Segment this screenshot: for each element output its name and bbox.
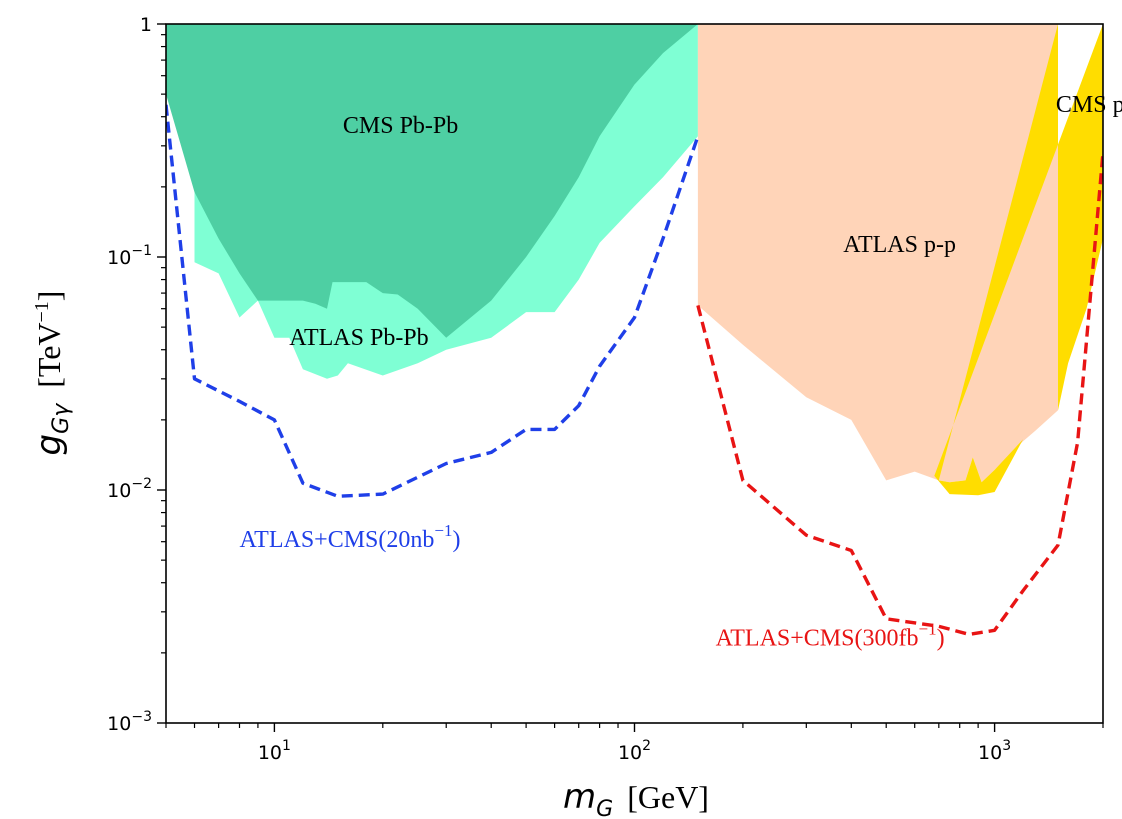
region-atlas-p-p: [697, 24, 1058, 483]
excluded-regions: [166, 24, 1103, 496]
x-tick-label: 102: [618, 738, 651, 764]
label-atlas-cms-300fb: ATLAS+CMS(300fb−1): [716, 620, 945, 652]
label-cms-pb-pb: CMS Pb-Pb: [343, 113, 458, 139]
x-axis-title: mG [GeV]: [563, 777, 709, 819]
y-axis-title: gGγ[TeV−1]: [29, 291, 74, 456]
region-cms-p-p: [934, 24, 1103, 496]
curve-atlas-cms-300fb: [696, 152, 1103, 637]
axis-titles: mG [GeV] gGγ[TeV−1]: [29, 291, 709, 819]
label-atlas-cms-20nb: ATLAS+CMS(20nb−1): [240, 521, 461, 553]
label-atlas-p-p: ATLAS p-p: [843, 232, 956, 258]
label-cms-p-p: CMS p-p: [1056, 92, 1122, 118]
x-tick-label: 103: [978, 738, 1011, 764]
y-tick-label: 1: [140, 14, 152, 36]
y-tick-label: 10−1: [107, 243, 152, 269]
region-cms-pb-pb: [166, 24, 698, 338]
curve-atlas-cms-20nb: [166, 104, 700, 498]
label-atlas-pb-pb: ATLAS Pb-Pb: [289, 325, 428, 351]
y-tick-label: 10−3: [107, 709, 152, 735]
y-tick-label: 10−2: [107, 476, 152, 502]
axis-ticks: 101 102 103 10−3 10−2 10−1 1: [107, 14, 1104, 764]
x-tick-label: 101: [258, 738, 291, 764]
region-labels: ATLAS Pb-Pb CMS Pb-Pb ATLAS p-p CMS p-p ATLA…: [240, 92, 1122, 652]
projection-curves: [166, 104, 1103, 637]
